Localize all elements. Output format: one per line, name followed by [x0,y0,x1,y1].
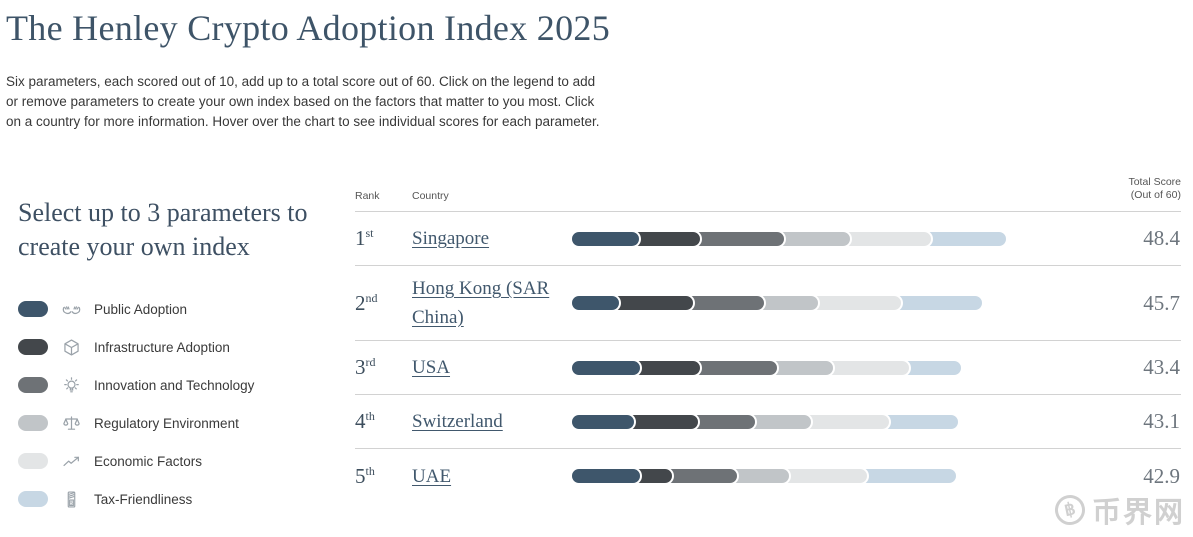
legend-label: Economic Factors [94,453,203,469]
rank-suffix: th [365,463,375,478]
parameter-selector-panel: Select up to 3 parameters to create your… [0,132,355,518]
parameter-selector-heading: Select up to 3 parameters to create your… [18,198,308,261]
ranking-table-header: Rank Country Total Score (Out of 60) [355,176,1181,212]
country-cell: Singapore [412,224,570,253]
rank-number: 2 [355,290,366,315]
trend-arrow-icon [61,451,82,472]
parameter-legend: Public Adoption Infrastructure Adoption [18,290,355,518]
stacked-bar [570,466,1086,486]
legend-label: Regulatory Environment [94,415,239,431]
legend-swatch [18,491,48,507]
bar-segment[interactable] [808,294,903,312]
country-link[interactable]: USA [412,357,451,378]
bar-segment[interactable] [779,467,869,485]
tax-receipt-icon: $ [61,489,82,510]
rank-number: 4 [355,409,366,433]
bar-segment[interactable] [570,412,636,431]
legend-swatch [18,415,48,431]
rank-suffix: nd [365,290,378,305]
rank-number: 1 [355,226,366,250]
country-link[interactable]: Hong Kong (SAR China) [412,278,550,328]
rank-cell: 4th [355,409,412,434]
stacked-bar [570,412,1086,432]
table-row: 4th Switzerland 43.1 [355,395,1181,449]
cube-icon [61,337,82,358]
stacked-bar [570,358,1086,378]
bar-segment[interactable] [801,412,891,431]
legend-label: Innovation and Technology [94,377,255,393]
country-cell: USA [412,353,570,382]
total-score: 43.4 [1143,355,1180,379]
legend-label: Tax-Friendliness [94,491,193,507]
bar-segment[interactable] [823,358,911,377]
legend-label: Infrastructure Adoption [94,339,230,355]
ranking-rows: 1st Singapore 48.4 2nd Hong Kong (SAR Ch… [355,212,1181,503]
legend-swatch [18,301,48,317]
page-title: The Henley Crypto Adoption Index 2025 [6,8,611,48]
legend-item-economic-factors[interactable]: Economic Factors [18,442,355,480]
bar-segment[interactable] [891,294,984,312]
table-row: 5th UAE 42.9 [355,449,1181,503]
rank-cell: 3rd [355,355,412,380]
country-link[interactable]: UAE [412,465,452,487]
main-content: Select up to 3 parameters to create your… [0,132,1193,518]
legend-item-tax-friendliness[interactable]: $ Tax-Friendliness [18,480,355,518]
bar-segment[interactable] [921,229,1008,248]
legend-item-infrastructure-adoption[interactable]: Infrastructure Adoption [18,328,355,366]
lightbulb-icon [61,375,82,396]
total-score-column-header: Total Score (Out of 60) [1128,176,1181,201]
page-header: The Henley Crypto Adoption Index 2025 Si… [0,0,1193,132]
legend-item-regulatory-environment[interactable]: Regulatory Environment [18,404,355,442]
legend-swatch [18,339,48,355]
bar-segment[interactable] [570,358,642,377]
svg-text:$: $ [70,500,73,506]
total-score: 42.9 [1143,463,1180,488]
bar-segment[interactable] [840,229,933,248]
bar-segment[interactable] [570,229,641,248]
scales-icon [61,413,82,434]
legend-swatch [18,377,48,393]
bar-segment[interactable] [879,412,960,431]
table-row: 1st Singapore 48.4 [355,212,1181,266]
rank-column-header: Rank [355,190,380,202]
bar-segment[interactable] [609,294,695,312]
country-cell: Switzerland [412,407,570,436]
rank-suffix: rd [365,355,376,369]
table-row: 3rd USA 43.4 [355,341,1181,395]
country-cell: UAE [412,462,570,491]
bar-segment[interactable] [570,294,621,312]
total-score: 48.4 [1143,226,1180,250]
rank-cell: 1st [355,226,412,251]
rank-cell: 2nd [355,291,412,316]
legend-swatch [18,453,48,469]
ranking-table: Rank Country Total Score (Out of 60) 1st… [355,132,1193,503]
total-score: 45.7 [1143,290,1180,315]
rank-cell: 5th [355,464,412,489]
rank-number: 5 [355,463,366,488]
table-row: 2nd Hong Kong (SAR China) 45.7 [355,266,1181,341]
rank-number: 3 [355,355,366,379]
bar-segment[interactable] [690,358,779,377]
legend-item-public-adoption[interactable]: Public Adoption [18,290,355,328]
country-column-header: Country [412,190,449,202]
bar-segment[interactable] [683,294,766,312]
bar-segment[interactable] [857,467,958,485]
country-link[interactable]: Switzerland [412,411,503,432]
country-cell: Hong Kong (SAR China) [412,274,570,332]
total-score: 43.1 [1143,409,1180,433]
rank-suffix: th [365,409,375,423]
page-description: Six parameters, each scored out of 10, a… [6,74,600,129]
rank-suffix: st [365,226,374,240]
bar-segment[interactable] [690,229,786,248]
legend-item-innovation-technology[interactable]: Innovation and Technology [18,366,355,404]
hands-icon [61,299,82,320]
country-link[interactable]: Singapore [412,228,490,249]
stacked-bar [570,293,1086,313]
legend-label: Public Adoption [94,301,188,317]
bar-segment[interactable] [570,467,642,485]
stacked-bar [570,229,1086,249]
